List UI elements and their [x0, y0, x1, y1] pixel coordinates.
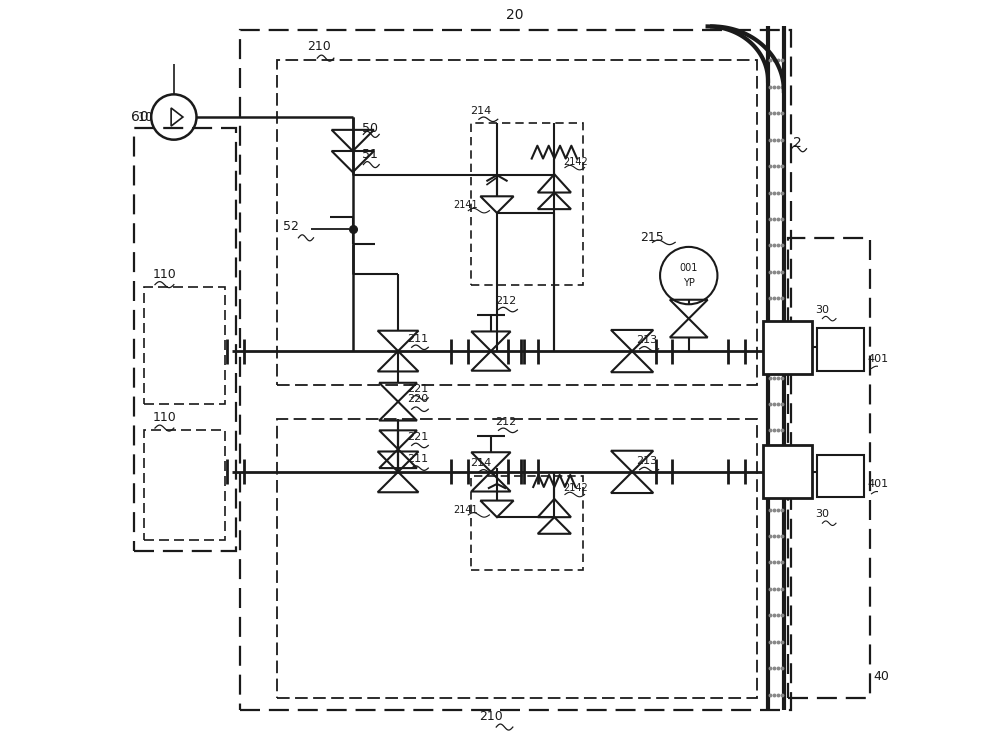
Text: 52: 52 — [283, 220, 299, 233]
Text: 220: 220 — [407, 394, 428, 404]
Bar — [134, 128, 236, 551]
Text: 212: 212 — [495, 296, 516, 306]
Text: 20: 20 — [506, 8, 524, 22]
Text: 51: 51 — [362, 148, 378, 162]
Polygon shape — [480, 196, 514, 213]
Bar — [763, 445, 812, 498]
Text: 2: 2 — [793, 137, 802, 150]
Polygon shape — [480, 501, 514, 517]
Text: 2142: 2142 — [563, 483, 588, 494]
Bar — [471, 476, 583, 570]
Text: 210: 210 — [307, 40, 331, 53]
Text: 211: 211 — [407, 334, 428, 344]
Text: 221: 221 — [407, 384, 428, 394]
Bar — [277, 419, 757, 698]
Text: 30: 30 — [816, 510, 830, 519]
Text: 211: 211 — [407, 455, 428, 464]
Text: YP: YP — [683, 278, 695, 288]
Text: 110: 110 — [153, 268, 176, 281]
Text: 212: 212 — [495, 417, 516, 427]
Bar — [277, 60, 757, 385]
Text: 2142: 2142 — [563, 157, 588, 168]
Text: 215: 215 — [640, 231, 663, 245]
Text: 60: 60 — [131, 110, 149, 124]
Bar — [144, 287, 225, 404]
Text: 40: 40 — [874, 670, 890, 683]
Text: 214: 214 — [470, 458, 491, 468]
Text: 221: 221 — [407, 432, 428, 442]
Text: 210: 210 — [479, 710, 503, 723]
Bar — [763, 321, 812, 374]
Bar — [817, 328, 864, 371]
Bar — [144, 430, 225, 540]
Text: 30: 30 — [816, 305, 830, 315]
Text: 213: 213 — [636, 335, 657, 345]
Text: 110: 110 — [153, 411, 176, 424]
Bar — [817, 455, 864, 497]
Text: 2141: 2141 — [453, 504, 478, 515]
Bar — [240, 30, 791, 710]
Text: 001: 001 — [680, 263, 698, 273]
Bar — [471, 123, 583, 285]
Text: 401: 401 — [868, 479, 889, 489]
Bar — [788, 238, 870, 698]
Text: 10: 10 — [138, 110, 153, 124]
Text: 214: 214 — [470, 106, 491, 116]
Text: 2141: 2141 — [453, 200, 478, 211]
Text: 213: 213 — [636, 456, 657, 466]
Text: 50: 50 — [362, 122, 378, 135]
Text: 401: 401 — [868, 354, 889, 364]
